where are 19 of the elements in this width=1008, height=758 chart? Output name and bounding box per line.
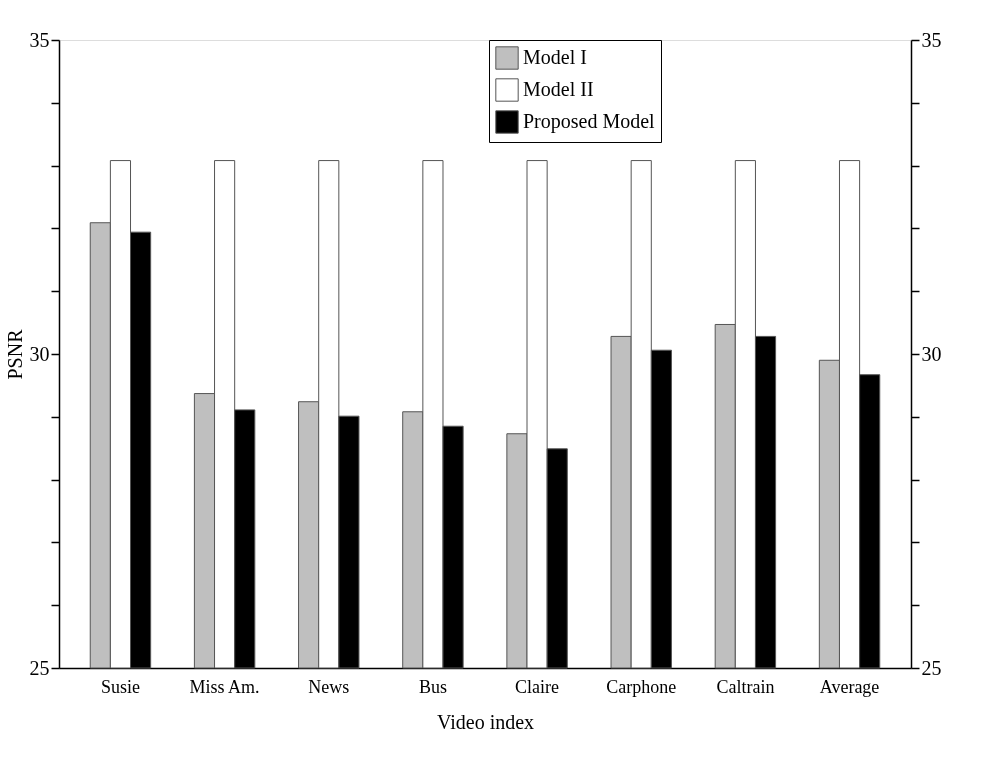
legend-label: Proposed Model	[523, 110, 656, 133]
x-tick-label: Susie	[100, 676, 140, 697]
x-tick-label: Carphone	[606, 676, 677, 697]
x-axis-title: Video index	[436, 710, 535, 733]
y-axis-title: PSNR	[3, 328, 26, 380]
y-tick-label: 25	[29, 656, 50, 679]
x-tick-label: Caltrain	[716, 676, 775, 697]
y-tick-label: 35	[29, 28, 50, 51]
y2-tick-label: 30	[921, 342, 942, 365]
y-tick-label: 30	[29, 342, 50, 365]
legend-label: Model I	[523, 46, 587, 68]
x-tick-label: Claire	[515, 676, 560, 697]
x-tick-label: News	[308, 676, 350, 697]
x-tick-label: Miss Am.	[189, 676, 260, 697]
x-tick-label: Bus	[418, 676, 447, 697]
legend-label: Model II	[523, 78, 594, 100]
y2-tick-label: 35	[921, 28, 942, 51]
x-tick-label: Average	[819, 676, 880, 697]
y2-tick-label: 25	[921, 656, 942, 679]
